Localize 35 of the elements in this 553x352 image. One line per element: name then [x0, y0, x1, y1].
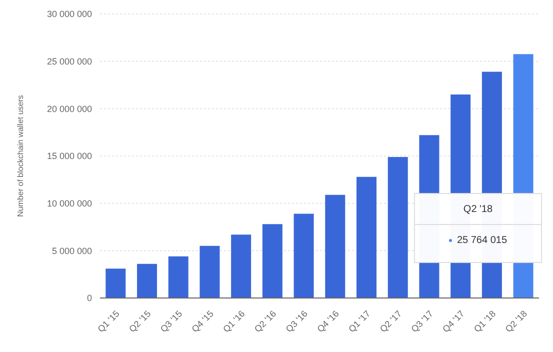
- y-axis-title: Number of blockchain wallet users: [16, 95, 25, 217]
- x-tick-label: Q2 '16: [252, 308, 278, 334]
- x-tick-label: Q1 '16: [221, 308, 247, 334]
- x-tick-label: Q3 '17: [409, 308, 435, 334]
- x-tick-label: Q3 '15: [158, 308, 184, 334]
- bar: [262, 224, 282, 298]
- bar: [168, 256, 188, 298]
- y-tick-label: 15 000 000: [46, 151, 92, 162]
- x-tick-label: Q1 '17: [346, 308, 372, 334]
- bar: [325, 194, 346, 298]
- annotation: Q2 '18: [415, 194, 541, 225]
- bar: [356, 176, 376, 298]
- bar: [231, 234, 252, 298]
- bar: [137, 264, 157, 298]
- bar: [106, 268, 126, 298]
- x-tick-label: Q4 '15: [190, 308, 216, 334]
- y-tick-label: 5 000 000: [52, 246, 92, 256]
- bar: [388, 156, 408, 298]
- x-tick-label: Q4 '17: [440, 308, 466, 334]
- bar: [200, 246, 220, 298]
- x-tick-label: Q1 '15: [96, 308, 122, 334]
- bar: [294, 214, 314, 298]
- y-tick-label: 25 000 000: [46, 56, 92, 67]
- y-tick-label: 20 000 000: [46, 104, 92, 114]
- annotation: 25 764 015: [456, 234, 508, 246]
- x-tick-label: Q2 '18: [503, 308, 529, 334]
- x-tick-label: Q3 '16: [284, 308, 310, 334]
- y-tick-label: 0: [86, 293, 92, 304]
- y-tick-label: 30 000 000: [46, 9, 92, 20]
- x-tick-label: Q4 '16: [315, 308, 341, 334]
- x-tick-label: Q2 '15: [127, 308, 153, 334]
- x-tick-label: Q1 '18: [472, 308, 498, 334]
- x-tick-label: Q2 '17: [378, 308, 404, 334]
- tooltip-panel: Q2 '18 25 764 015: [414, 193, 542, 263]
- y-tick-label: 10 000 000: [46, 198, 92, 209]
